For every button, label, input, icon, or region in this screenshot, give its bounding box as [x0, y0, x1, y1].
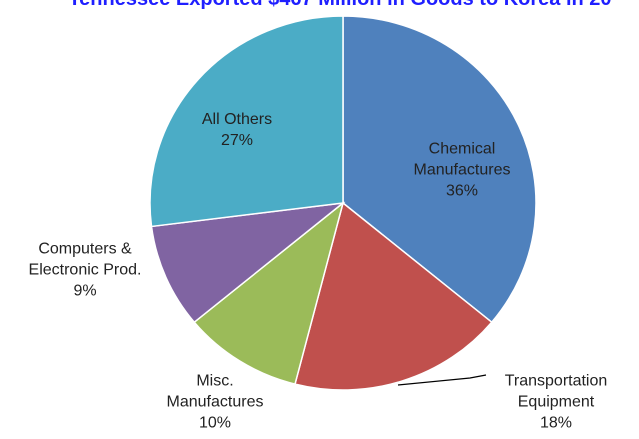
slice-label: Computers & Electronic Prod. 9% [29, 239, 142, 302]
pie-slice [294, 201, 493, 391]
leader-line [397, 374, 487, 386]
pie-slice [342, 15, 537, 324]
slice-label: Transportation Equipment 18% [505, 371, 608, 434]
slice-name: All Others [201, 111, 273, 128]
slice-name: Computers & Electronic Prod. [28, 240, 142, 279]
slice-percent: 27% [220, 132, 254, 149]
slice-label: Misc. Manufactures 10% [167, 371, 264, 434]
slice-name: Chemical Manufactures [413, 140, 511, 179]
slice-name: Transportation Equipment [504, 372, 608, 411]
slice-percent: 10% [198, 414, 232, 432]
slice-percent: 9% [73, 282, 97, 300]
pie-slice [193, 200, 345, 386]
chart-title: Tennessee Exported $467 Million in Goods… [68, 0, 611, 11]
slice-percent: 18% [539, 414, 573, 432]
pie-slice [150, 201, 346, 324]
pie-slice [149, 15, 344, 228]
slice-label: All Others 27% [202, 109, 272, 151]
slice-label: Chemical Manufactures 36% [414, 139, 511, 202]
slice-percent: 36% [445, 182, 479, 200]
slice-name: Misc. Manufactures [166, 372, 264, 411]
